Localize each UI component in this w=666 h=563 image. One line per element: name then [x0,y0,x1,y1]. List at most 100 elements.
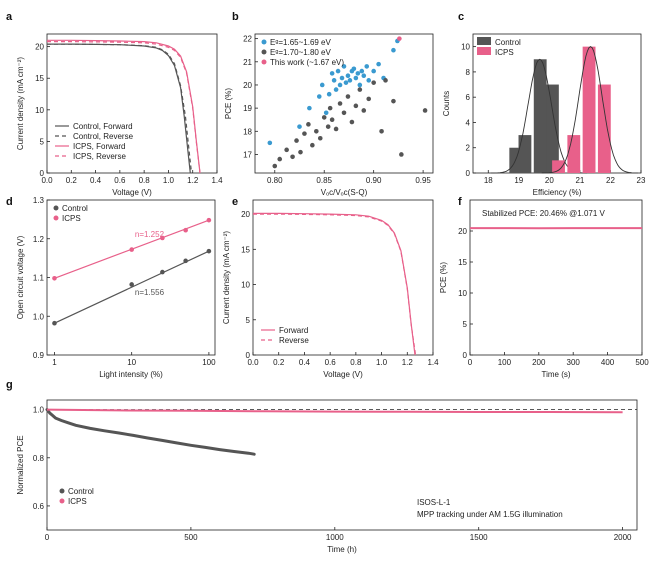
panel-b-legend-entry: Eᵍ=1.65~1.69 eV [270,38,332,47]
panel-b-point [323,110,329,116]
panel-g-series-line [46,408,623,414]
panel-d-point [206,217,212,223]
panel-b-point [298,149,303,155]
panel-c-bar [518,135,532,173]
panel-e-series-line [253,212,416,356]
panel-e-ytick-label: 15 [241,245,250,254]
panel-a-xtick-label: 1.4 [211,176,223,185]
panel-c-bar [533,59,547,173]
panel-g-legend-swatch [59,488,65,494]
panel-e-xtick-label: 0.2 [273,358,285,367]
panel-d-annotation: n=1.252 [135,230,165,239]
panel-b-point [306,122,311,127]
panel-b-point [399,152,404,157]
panel-e-ytick-label: 0 [246,351,251,360]
panel-b-point [371,80,376,85]
panel-g-xtick-label: 0 [45,533,50,542]
panel-d-fit-line [54,250,210,324]
panel-c-xtick-label: 23 [637,176,646,185]
panel-g-ytick-label: 0.6 [33,502,45,511]
panel-b-xtick-label: 0.85 [316,176,332,185]
panel-c-legend-entry: ICPS [495,48,514,57]
panel-b-point [307,105,312,111]
panel-e-xtick-label: 0.4 [299,358,311,367]
panel-b-xtick-label: 0.80 [267,176,283,185]
panel-a-legend-entry: Control, Reverse [73,132,134,141]
panel-b-point [310,142,315,148]
panel-b-point [391,98,396,104]
panel-d-ytick-label: 1.3 [33,196,45,205]
panel-c-ytick-label: 2 [466,144,471,153]
panel-e-ytick-label: 20 [241,210,250,219]
panel-c-legend-swatch [477,37,491,45]
panel-f-ytick-label: 10 [458,289,467,298]
panel-b-frame [254,33,434,174]
panel-f-label: f [458,196,462,208]
panel-b-ylabel: PCE (%) [224,88,233,119]
panel-a-ytick-label: 20 [35,43,44,52]
panel-b-point [284,147,289,153]
panel-b-legend-swatch [261,39,267,45]
panel-a-legend-entry: ICPS, Forward [73,142,125,151]
panel-a-ytick-label: 15 [35,74,44,83]
panel-b-point [317,135,323,141]
panel-c-bar [582,46,596,173]
panel-e-ytick-label: 5 [246,316,251,325]
panel-e-ylabel: Current density (mA cm⁻²) [222,231,231,324]
panel-b-ytick-label: 19 [243,104,252,113]
panel-d-xlabel: Light intensity (%) [99,370,163,379]
panel-a-xtick-label: 1.2 [187,176,199,185]
panel-c-bar [546,84,559,173]
panel-c-xtick-label: 19 [514,176,523,185]
panel-f-ytick-label: 5 [463,320,468,329]
panel-b-point [343,80,349,85]
panel-g-legend-swatch [59,498,65,504]
panel-c-xlabel: Efficiency (%) [533,188,582,197]
panel-f-xlabel: Time (s) [541,370,570,379]
panel-d-annotation: n=1.556 [135,288,165,297]
panel-b-point [302,131,307,136]
panel-c-xtick-label: 21 [575,176,584,185]
panel-b-point [329,117,335,123]
panel-e-xtick-label: 0.8 [350,358,362,367]
panel-c-bar [567,135,581,173]
panel-g-xtick-label: 1500 [470,533,488,542]
panel-b-ytick-label: 22 [243,35,252,44]
panel-d-ylabel: Open circuit voltage (V) [16,235,25,319]
panel-a-ytick-label: 10 [35,106,44,115]
panel-c-label: c [458,11,464,23]
panel-b-xtick-label: 0.90 [366,176,382,185]
panel-d-point [129,247,134,252]
panel-b-point [321,115,327,120]
panel-g-legend-entry: ICPS [68,497,87,506]
panel-b-xlabel: Vₒc/Vₒc(S-Q) [321,188,368,197]
panel-g-xlabel: Time (h) [327,545,357,554]
panel-e-legend-entry: Reverse [279,336,309,345]
panel-c-ytick-label: 0 [466,169,471,178]
panel-b-ytick-label: 18 [243,127,252,136]
panel-b-ytick-label: 20 [243,81,252,90]
panel-b-point [297,124,302,129]
panel-b-point [357,82,363,88]
panel-e-ytick-label: 10 [241,281,250,290]
panel-b-point [333,126,339,132]
panel-e-series-line [253,213,417,356]
panel-b-point [294,138,299,143]
panel-f-annotation: Stabilized PCE: 20.46% @1.071 V [482,209,606,218]
panel-f-ylabel: PCE (%) [439,262,448,293]
panel-f-xtick-label: 0 [468,358,473,367]
panel-f-xtick-label: 100 [498,358,512,367]
panel-f-frame [469,199,643,356]
panel-b-point [341,110,347,116]
panel-b-point [359,68,365,74]
panel-a-xtick-label: 0.0 [41,176,53,185]
panel-b-point [337,101,343,106]
panel-e-frame [252,199,434,356]
panel-a-ytick-label: 5 [40,137,45,146]
panel-d-ytick-label: 1.1 [33,274,45,283]
panel-b-point [383,78,388,83]
panel-b-point [349,119,355,125]
panel-d-point [183,227,188,233]
panel-b-point [379,129,384,134]
panel-d-point [129,282,134,287]
